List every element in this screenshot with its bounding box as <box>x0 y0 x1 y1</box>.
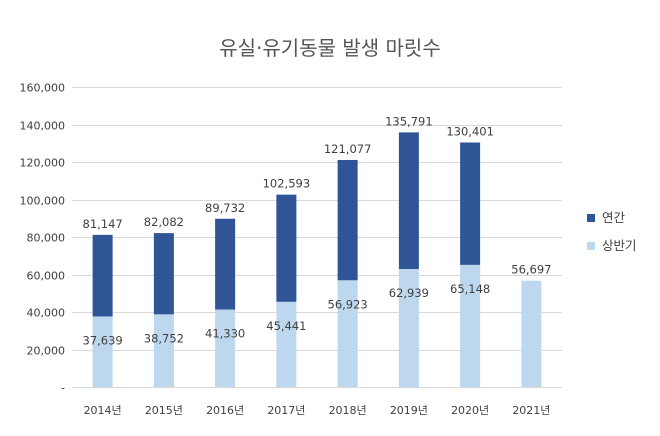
bar-first-half <box>153 314 174 387</box>
x-tick-label: 2017년 <box>267 404 305 417</box>
y-tick-label: 20,000 <box>27 345 66 358</box>
x-tick-label: 2021년 <box>512 404 550 417</box>
gridlines <box>72 87 562 388</box>
legend-label: 연간 <box>602 210 626 225</box>
x-tick-label: 2016년 <box>206 404 244 417</box>
data-label-first-half: 56,923 <box>328 297 368 311</box>
bar-first-half <box>337 280 358 387</box>
data-label-annual: 82,082 <box>144 215 184 229</box>
bar-first-half <box>521 280 542 387</box>
x-tick-label: 2019년 <box>390 404 428 417</box>
bar-annual <box>398 132 419 269</box>
data-labels: 81,147 37,639 82,082 38,752 89,732 41,330 102,… <box>83 114 552 347</box>
x-tick-label: 2015년 <box>145 404 183 417</box>
data-label-first-half: 65,148 <box>450 282 490 296</box>
data-label-annual: 135,791 <box>385 114 433 128</box>
y-tick-label: 120,000 <box>20 157 66 170</box>
legend-label: 상반기 <box>602 238 637 253</box>
bar-first-half <box>460 264 481 387</box>
data-label-first-half: 62,939 <box>389 286 429 300</box>
bar-first-half <box>215 309 236 387</box>
bars <box>92 132 542 387</box>
bar-first-half <box>92 316 113 387</box>
x-tick-label: 2020년 <box>451 404 489 417</box>
bar-annual <box>92 234 113 317</box>
bar-first-half <box>276 301 297 387</box>
legend-swatch <box>587 214 595 222</box>
x-tick-label: 2018년 <box>329 404 367 417</box>
data-label-first-half: 45,441 <box>266 319 306 333</box>
y-tick-label: - <box>61 382 65 395</box>
data-label-annual: 121,077 <box>324 142 372 156</box>
data-label-first-half: 56,697 <box>511 263 551 277</box>
data-label-annual: 130,401 <box>446 124 494 138</box>
chart-title: 유실·유기동물 발생 마릿수 <box>219 36 440 60</box>
x-tick-label: 2014년 <box>84 404 122 417</box>
bar-annual <box>337 159 358 281</box>
y-tick-label: 80,000 <box>27 232 66 245</box>
data-label-annual: 81,147 <box>83 217 123 231</box>
y-axis-ticks: - 20,000 40,000 60,000 80,000 100,000 120,000 1… <box>20 82 66 395</box>
y-tick-label: 100,000 <box>20 195 66 208</box>
bar-first-half <box>398 268 419 387</box>
y-tick-label: 140,000 <box>20 120 66 133</box>
data-label-annual: 89,732 <box>205 201 245 215</box>
bar-annual <box>276 194 297 302</box>
bar-annual <box>153 233 174 315</box>
data-label-first-half: 41,330 <box>205 327 245 341</box>
legend-swatch <box>587 242 595 250</box>
x-axis-ticks: 2014년 2015년 2016년 2017년 2018년 2019년 2020년 2021년 <box>84 404 551 417</box>
bar-annual <box>460 142 481 265</box>
data-label-first-half: 37,639 <box>83 333 123 347</box>
y-tick-label: 40,000 <box>27 307 66 320</box>
y-tick-label: 160,000 <box>20 82 66 95</box>
data-label-first-half: 38,752 <box>144 331 184 345</box>
data-label-annual: 102,593 <box>263 177 311 191</box>
y-tick-label: 60,000 <box>27 270 66 283</box>
bar-annual <box>215 218 236 310</box>
